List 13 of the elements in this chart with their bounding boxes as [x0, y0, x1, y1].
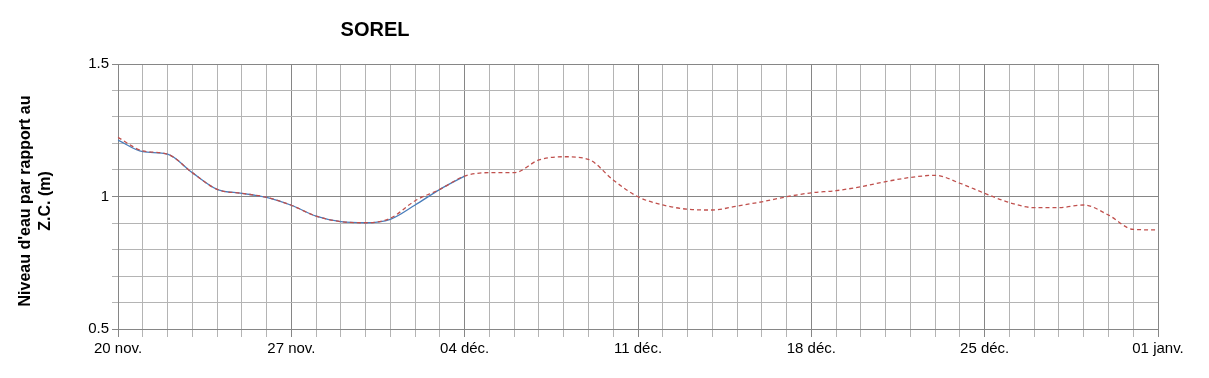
x-tick-label: 11 déc. — [613, 339, 663, 357]
x-tick-label: 01 janv. — [1132, 339, 1184, 357]
x-tick-label: 25 déc. — [960, 339, 1010, 357]
chart-title: SOREL — [339, 18, 411, 41]
line-series — [117, 139, 466, 224]
x-tick-label: 27 nov. — [267, 339, 316, 357]
x-tick-label: 04 déc. — [440, 339, 490, 357]
x-tick-label: 20 nov. — [93, 339, 143, 357]
y-tick-label: 1.5 — [88, 54, 109, 72]
y-tick-label: 0.5 — [88, 319, 109, 337]
y-axis-title: Niveau d'eau par rapport au Z.C. (m) — [15, 94, 54, 309]
x-tick-label: 18 déc. — [786, 339, 836, 357]
y-tick-label: 1 — [100, 186, 109, 204]
